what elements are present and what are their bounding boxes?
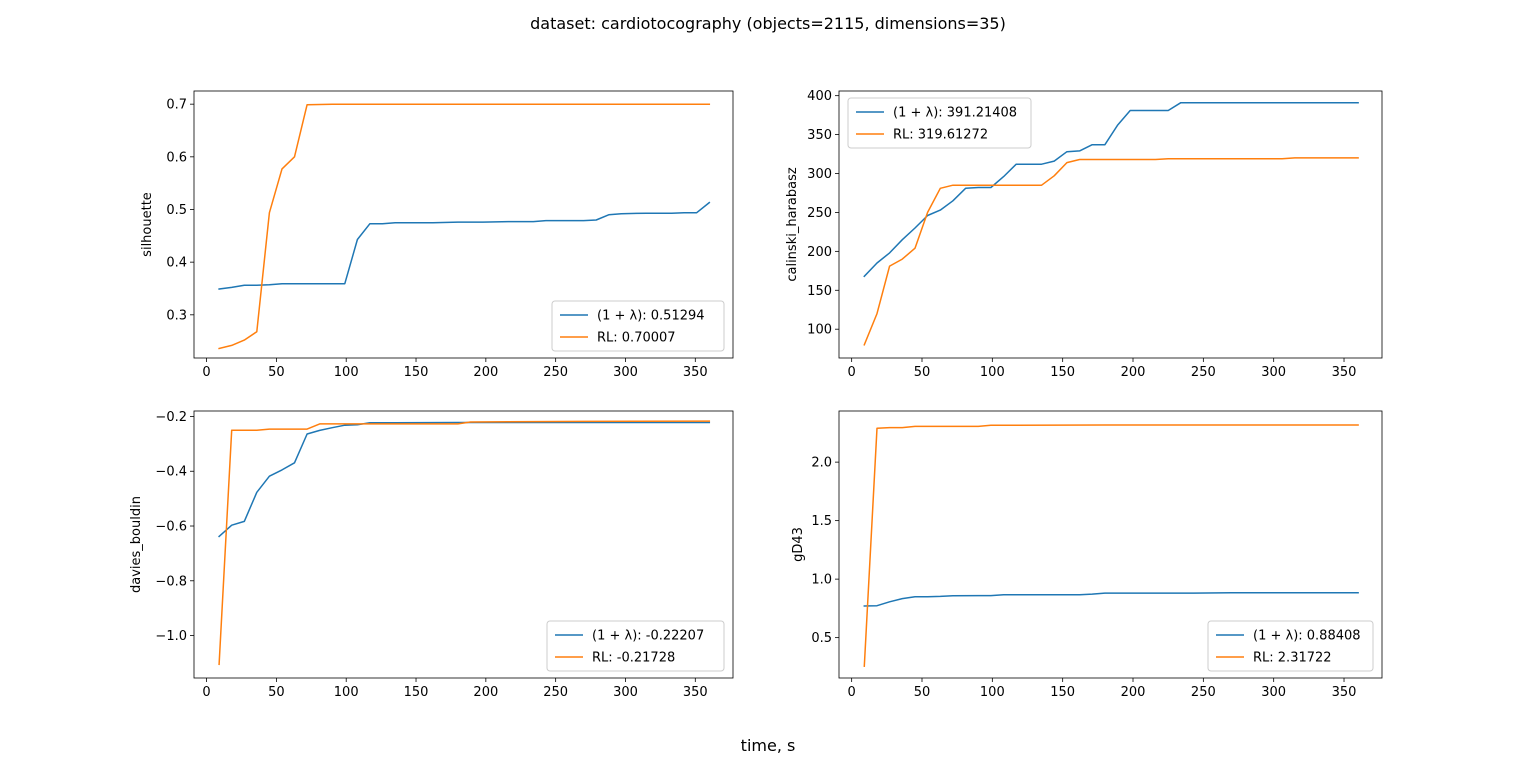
x-tick-label: 0 — [202, 365, 210, 380]
y-tick-label: −0.2 — [155, 410, 187, 425]
x-tick-label: 0 — [848, 365, 856, 380]
y-tick-label: 350 — [807, 128, 832, 143]
legend-label: (1 + λ): 0.88408 — [1253, 629, 1361, 644]
x-tick-label: 50 — [268, 365, 285, 380]
y-tick-label: 2.0 — [811, 456, 832, 471]
series-line-rl — [218, 103, 711, 350]
y-tick-label: −1.0 — [155, 629, 187, 644]
y-tick-label: 0.7 — [166, 98, 187, 113]
axes-frame — [838, 410, 1383, 679]
legend-label: RL: 319.61272 — [893, 128, 988, 143]
legend: (1 + λ): -0.22207 RL: -0.21728 — [546, 620, 725, 672]
series-line-rl — [863, 157, 1359, 346]
x-tick-label: 200 — [473, 685, 498, 700]
x-tick-label: 150 — [404, 365, 429, 380]
subplot-calinski-harabasz: calinski_harabasz 0 50 100 150 200 250 300 350 1… — [785, 89, 1383, 380]
x-tick-label: 250 — [543, 365, 568, 380]
legend-label: RL: -0.21728 — [592, 651, 675, 666]
figure-title: dataset: cardiotocography (objects=2115,… — [530, 14, 1006, 33]
x-tick-label: 150 — [1050, 365, 1075, 380]
ylabel-calinski-harabasz: calinski_harabasz — [785, 167, 800, 281]
axes-frame — [193, 410, 734, 679]
y-tick-label: −0.4 — [155, 465, 187, 480]
x-tick-label: 300 — [1261, 685, 1286, 700]
figure-xlabel: time, s — [741, 736, 796, 755]
legend-label: RL: 2.31722 — [1253, 651, 1332, 666]
axes-frame — [838, 90, 1383, 359]
ylabel-davies-bouldin: davies_bouldin — [129, 496, 144, 593]
y-tick-label: 0.6 — [166, 150, 187, 165]
x-tick-label: 150 — [404, 685, 429, 700]
y-tick-label: 400 — [807, 89, 832, 104]
y-tick-label: 0.5 — [811, 631, 832, 646]
x-tick-label: 100 — [334, 365, 359, 380]
y-tick-label: −0.8 — [155, 574, 187, 589]
y-tick-label: 1.5 — [811, 514, 832, 529]
x-tick-label: 200 — [1121, 685, 1146, 700]
x-tick-label: 250 — [1191, 365, 1216, 380]
ylabel-silhouette: silhouette — [140, 192, 155, 257]
x-tick-label: 50 — [268, 685, 285, 700]
x-tick-label: 150 — [1050, 685, 1075, 700]
x-tick-label: 300 — [613, 365, 638, 380]
ylabel-gd43: gD43 — [791, 527, 806, 562]
legend-box — [1207, 620, 1374, 672]
legend: (1 + λ): 391.21408 RL: 319.61272 — [847, 97, 1032, 149]
subplot-silhouette: silhouette 0 50 100 150 200 250 300 350 0.3 0.4 0.… — [140, 90, 734, 380]
x-tick-label: 300 — [613, 685, 638, 700]
y-tick-label: 1.0 — [811, 573, 832, 588]
x-tick-label: 50 — [914, 685, 931, 700]
series-line-one-plus-lambda — [218, 421, 711, 538]
series-line-one-plus-lambda — [863, 101, 1359, 278]
x-tick-label: 100 — [334, 685, 359, 700]
series-line-rl — [863, 424, 1359, 667]
y-tick-label: 0.4 — [166, 256, 187, 271]
legend: (1 + λ): 0.88408 RL: 2.31722 — [1207, 620, 1374, 672]
x-tick-label: 0 — [848, 685, 856, 700]
y-tick-label: 300 — [807, 167, 832, 182]
legend-box — [546, 620, 725, 672]
x-tick-label: 50 — [914, 365, 931, 380]
legend-box — [551, 300, 725, 352]
subplot-davies-bouldin: davies_bouldin 0 50 100 150 200 250 300 350 −1.0… — [129, 410, 734, 700]
y-tick-label: 0.3 — [166, 308, 187, 323]
legend-box — [847, 97, 1032, 149]
legend-label: (1 + λ): 391.21408 — [893, 106, 1017, 121]
y-tick-label: 250 — [807, 206, 832, 221]
subplot-gd43: gD43 0 50 100 150 200 250 300 350 0.5 1.0 1.5 2.0 (1… — [791, 410, 1383, 700]
x-tick-label: 200 — [1121, 365, 1146, 380]
x-tick-label: 0 — [202, 685, 210, 700]
y-tick-label: 100 — [807, 323, 832, 338]
y-tick-label: 200 — [807, 245, 832, 260]
x-tick-label: 350 — [1332, 365, 1357, 380]
legend: (1 + λ): 0.51294 RL: 0.70007 — [551, 300, 725, 352]
x-tick-label: 100 — [980, 685, 1005, 700]
x-tick-label: 350 — [1332, 685, 1357, 700]
legend-label: RL: 0.70007 — [597, 331, 676, 346]
series-line-one-plus-lambda — [863, 591, 1359, 607]
x-tick-label: 350 — [683, 365, 708, 380]
x-tick-label: 300 — [1261, 365, 1286, 380]
y-tick-label: −0.6 — [155, 520, 187, 535]
x-tick-label: 350 — [683, 685, 708, 700]
x-tick-label: 250 — [543, 685, 568, 700]
y-tick-label: 150 — [807, 284, 832, 299]
x-tick-label: 100 — [980, 365, 1005, 380]
y-tick-label: 0.5 — [166, 203, 187, 218]
legend-label: (1 + λ): 0.51294 — [597, 309, 705, 324]
x-tick-label: 200 — [473, 365, 498, 380]
series-line-rl — [218, 420, 711, 666]
series-line-one-plus-lambda — [218, 201, 711, 290]
axes-frame — [193, 90, 734, 359]
x-tick-label: 250 — [1191, 685, 1216, 700]
legend-label: (1 + λ): -0.22207 — [592, 629, 704, 644]
